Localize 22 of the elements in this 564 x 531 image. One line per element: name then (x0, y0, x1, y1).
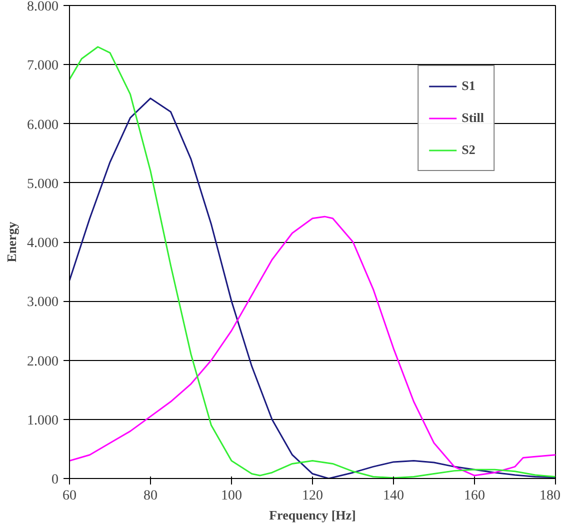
legend-label: Still (462, 110, 484, 126)
line-series (70, 216, 556, 476)
y-tick-label: 4.000 (27, 236, 58, 251)
x-tick-label: 120 (302, 488, 323, 504)
y-tick-label: 1.000 (27, 413, 58, 428)
y-tick-label: 3.000 (27, 295, 58, 310)
x-tick-label: 140 (383, 488, 404, 504)
x-tick-label: 80 (144, 488, 158, 504)
x-tick-label: 100 (221, 488, 242, 504)
y-tick-label: 0 (52, 472, 58, 488)
legend-label: S2 (462, 142, 476, 158)
x-tick-label: 180 (540, 488, 560, 504)
y-tick-label: 8.000 (27, 0, 58, 14)
y-tick-label: 7.000 (27, 58, 58, 74)
x-axis-title: Frequency [Hz] (269, 508, 356, 522)
y-tick-label: 6.000 (27, 118, 58, 133)
legend-label: S1 (462, 78, 476, 94)
y-tick-label: 2.000 (27, 354, 58, 370)
x-tick-label: 160 (464, 488, 485, 504)
y-tick-label: 5.000 (27, 176, 58, 192)
x-tick-label: 60 (62, 488, 76, 504)
y-axis-title: Energy (4, 221, 19, 262)
